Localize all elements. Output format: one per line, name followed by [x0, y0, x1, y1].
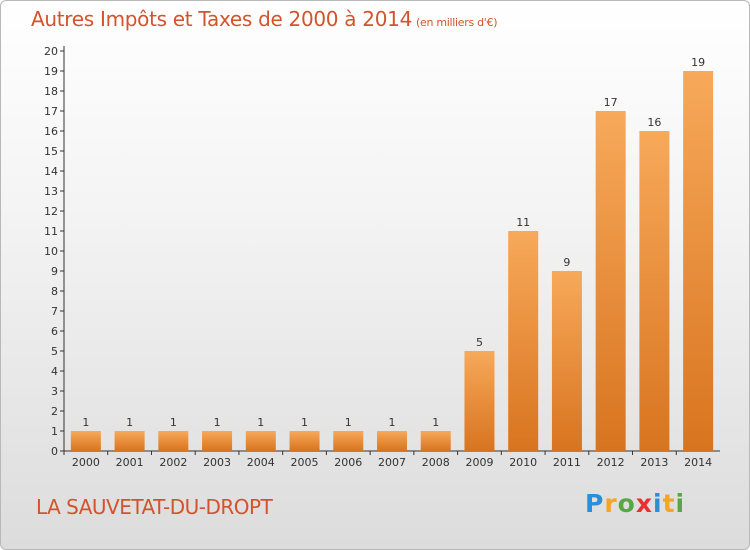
x-tick-label: 2006: [334, 456, 362, 469]
bar: [333, 431, 364, 451]
data-label: 19: [691, 56, 705, 69]
bar: [595, 111, 626, 451]
data-label: 1: [432, 416, 439, 429]
y-tick-label: 6: [51, 325, 58, 338]
data-label: 1: [82, 416, 89, 429]
logo-letter: t: [662, 489, 676, 518]
y-tick-label: 3: [51, 385, 58, 398]
x-tick-label: 2000: [72, 456, 100, 469]
data-label: 1: [214, 416, 221, 429]
y-tick-label: 1: [51, 425, 58, 438]
y-tick-label: 19: [44, 65, 58, 78]
bar: [158, 431, 189, 451]
data-label: 5: [476, 336, 483, 349]
y-tick-label: 8: [51, 285, 58, 298]
chart-unit: (en milliers d'€): [416, 16, 498, 29]
x-tick-label: 2012: [597, 456, 625, 469]
bar: [70, 431, 101, 451]
y-tick-label: 16: [44, 125, 58, 138]
y-tick-label: 11: [44, 225, 58, 238]
bar: [377, 431, 407, 451]
bar: [508, 231, 539, 451]
bar: [245, 431, 276, 451]
y-tick-label: 2: [51, 405, 58, 418]
data-label: 11: [516, 216, 530, 229]
x-tick-label: 2003: [203, 456, 231, 469]
bar: [464, 351, 495, 451]
x-tick-label: 2013: [640, 456, 668, 469]
bar: [202, 431, 233, 451]
data-label: 1: [170, 416, 177, 429]
logo-letter: o: [617, 489, 636, 518]
logo-letter: i: [653, 489, 663, 518]
y-tick-label: 4: [51, 365, 58, 378]
data-label: 1: [345, 416, 352, 429]
data-label: 1: [126, 416, 133, 429]
data-label: 1: [301, 416, 308, 429]
y-tick-label: 9: [51, 265, 58, 278]
commune-name: LA SAUVETAT-DU-DROPT: [36, 495, 273, 519]
x-tick-label: 2014: [684, 456, 712, 469]
x-tick-label: 2007: [378, 456, 406, 469]
y-tick-label: 0: [51, 445, 58, 458]
y-tick-label: 12: [44, 205, 58, 218]
data-label: 16: [647, 116, 661, 129]
x-tick-label: 2004: [247, 456, 275, 469]
x-tick-label: 2005: [291, 456, 319, 469]
bar: [683, 71, 714, 451]
y-tick-label: 10: [44, 245, 58, 258]
x-tick-label: 2001: [116, 456, 144, 469]
logo-letter: P: [585, 489, 605, 518]
y-tick-label: 17: [44, 105, 58, 118]
logo-letter: i: [675, 489, 686, 518]
x-tick-label: 2002: [159, 456, 187, 469]
proxiti-logo[interactable]: Proxiti: [585, 489, 685, 518]
bar: [114, 431, 145, 451]
bar: [289, 431, 320, 451]
y-tick-label: 14: [44, 165, 58, 178]
x-tick-label: 2008: [422, 456, 450, 469]
x-tick-label: 2010: [509, 456, 537, 469]
x-tick-label: 2009: [465, 456, 493, 469]
y-tick-label: 20: [44, 45, 58, 58]
data-label: 17: [604, 96, 618, 109]
data-label: 9: [563, 256, 570, 269]
x-tick-label: 2011: [553, 456, 581, 469]
bar: [551, 271, 582, 451]
logo-letter: r: [604, 489, 618, 518]
y-tick-label: 7: [51, 305, 58, 318]
y-tick-label: 18: [44, 85, 58, 98]
chart-title-text: Autres Impôts et Taxes de 2000 à 2014: [31, 7, 412, 31]
bar: [420, 431, 451, 451]
bar: [639, 131, 670, 451]
y-tick-label: 15: [44, 145, 58, 158]
y-tick-label: 5: [51, 345, 58, 358]
chart-title: Autres Impôts et Taxes de 2000 à 2014 (en…: [31, 7, 497, 31]
data-label: 1: [257, 416, 264, 429]
y-tick-label: 13: [44, 185, 58, 198]
logo-letter: x: [635, 489, 653, 518]
data-label: 1: [389, 416, 396, 429]
